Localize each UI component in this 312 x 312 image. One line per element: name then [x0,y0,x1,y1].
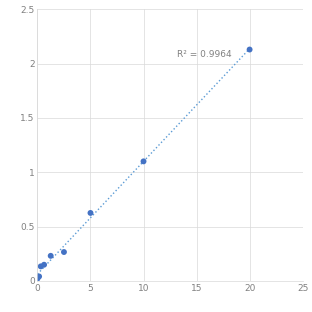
Point [61,250,66,255]
Point [37,274,41,279]
Text: R² = 0.9964: R² = 0.9964 [178,51,232,60]
Point [41,262,46,267]
Point [38,264,43,269]
Point [247,47,252,52]
Point [35,276,40,281]
Point [48,253,53,258]
Point [88,211,93,216]
Point [141,159,146,164]
